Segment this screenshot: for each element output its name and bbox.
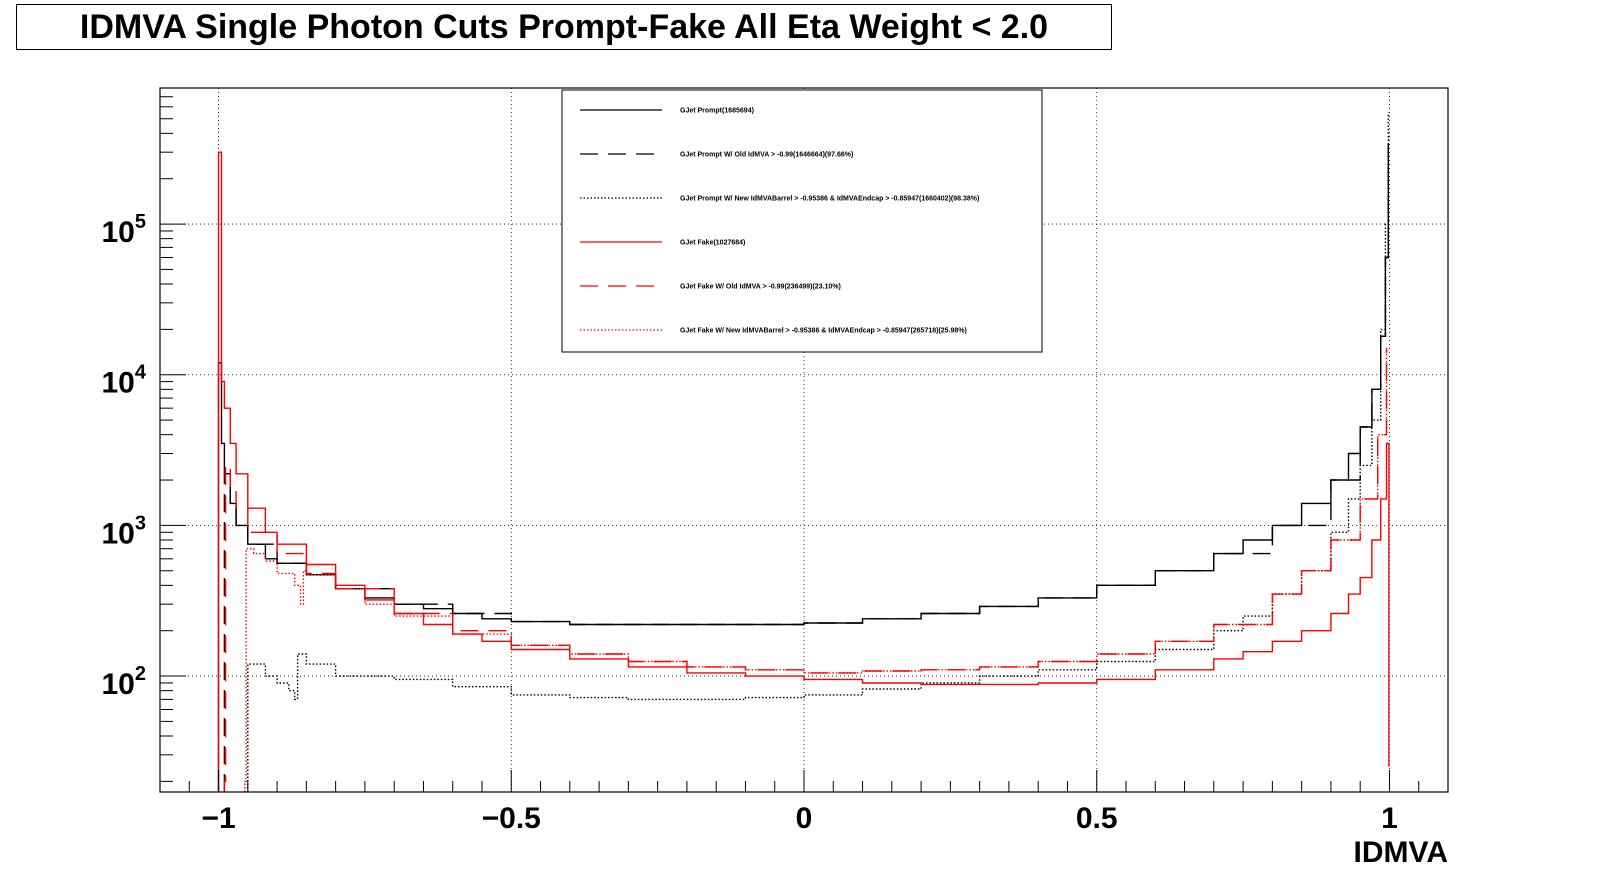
curves bbox=[217, 112, 1390, 792]
x-tick-label: 0 bbox=[796, 802, 813, 835]
series-line-4 bbox=[217, 151, 1390, 792]
series-line-3 bbox=[247, 112, 1389, 792]
series-line-5 bbox=[223, 348, 1388, 792]
x-tick-label: 1 bbox=[1381, 802, 1398, 835]
chart-title: IDMVA Single Photon Cuts Prompt-Fake All… bbox=[79, 7, 1049, 46]
y-tick-label: 104 bbox=[102, 362, 147, 400]
legend-entry: GJet Fake W/ New IdMVABarrel > -0.95386 … bbox=[680, 328, 967, 335]
legend-entry: GJet Prompt W/ Old IdMVA > -0.99(1646664… bbox=[680, 152, 853, 159]
x-tick-label: −1 bbox=[201, 802, 235, 835]
chart-title-box: IDMVA Single Photon Cuts Prompt-Fake All… bbox=[16, 4, 1112, 50]
x-tick-label: −0.5 bbox=[482, 802, 541, 835]
legend-entry: GJet Fake W/ Old IdMVA > -0.99(236499)(2… bbox=[680, 284, 841, 291]
y-tick-label: 102 bbox=[102, 663, 147, 701]
x-tick-label: 0.5 bbox=[1076, 802, 1118, 835]
y-tick-labels: 102 103 104 105 bbox=[102, 211, 147, 701]
legend-entry: GJet Fake(1027684) bbox=[680, 240, 745, 247]
axis-ticks bbox=[159, 87, 1449, 792]
legend-entry: GJet Prompt W/ New IdMVABarrel > -0.9538… bbox=[680, 196, 979, 203]
legend: GJet Prompt(1685694) GJet Prompt W/ Old I… bbox=[561, 89, 1043, 353]
series-line-6 bbox=[244, 348, 1388, 792]
legend-box bbox=[561, 89, 1043, 353]
y-tick-label: 105 bbox=[102, 211, 147, 249]
y-tick-label: 103 bbox=[102, 512, 147, 550]
x-tick-labels: −1 −0.5 0 0.5 1 bbox=[201, 802, 1397, 835]
x-axis-title: IDMVA bbox=[1354, 836, 1448, 869]
legend-entry: GJet Prompt(1685694) bbox=[680, 108, 754, 115]
